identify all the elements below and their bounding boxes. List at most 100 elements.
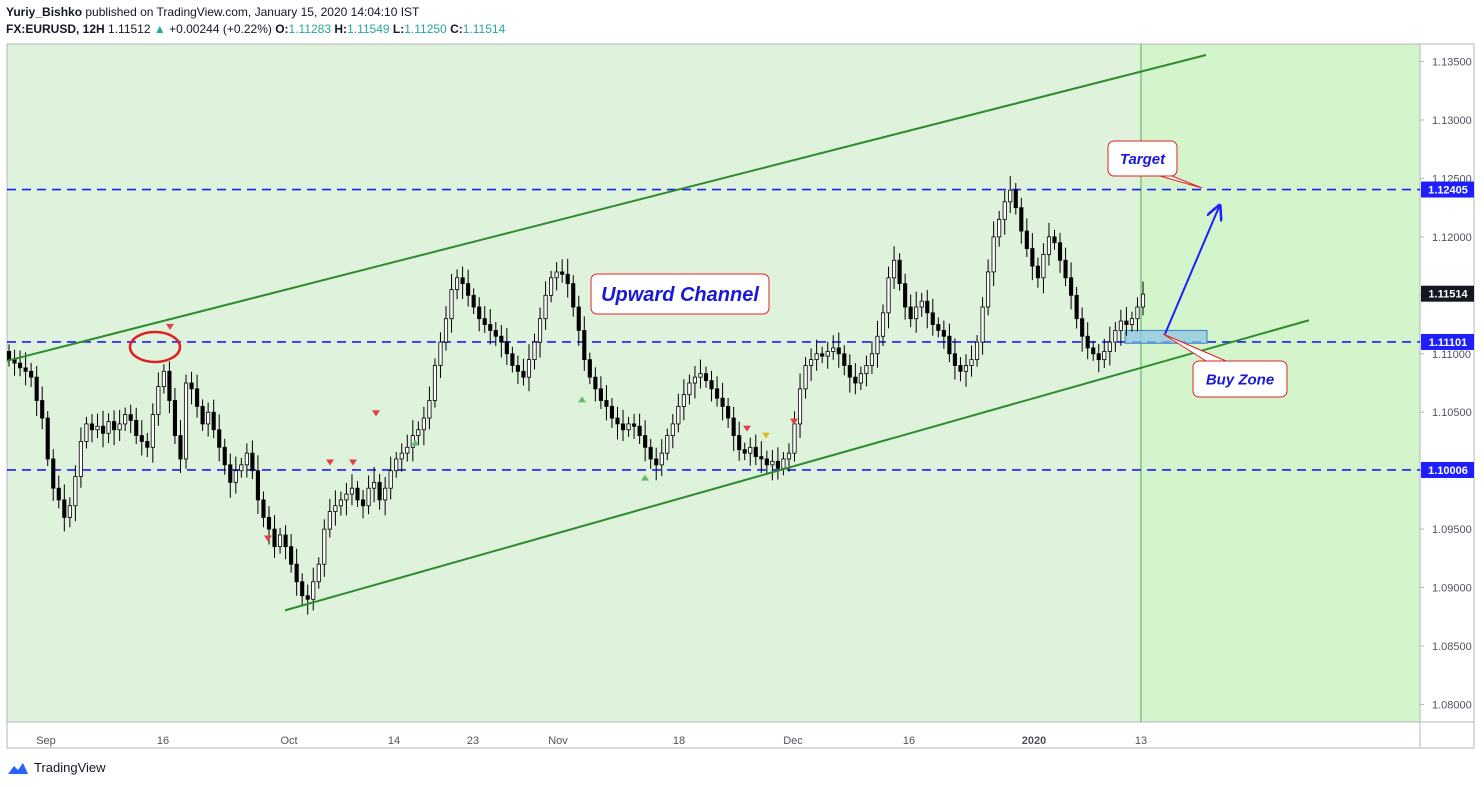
candle[interactable] — [825, 341, 830, 369]
candle[interactable] — [416, 421, 421, 446]
candle[interactable] — [980, 297, 985, 355]
candle[interactable] — [974, 335, 980, 367]
candle[interactable] — [560, 259, 565, 283]
candle[interactable] — [504, 328, 509, 365]
candle[interactable] — [853, 363, 858, 395]
candle[interactable] — [471, 288, 476, 315]
candle[interactable] — [875, 320, 880, 368]
candle[interactable] — [95, 413, 100, 439]
candle[interactable] — [244, 443, 249, 478]
candle[interactable] — [1113, 321, 1118, 352]
candle[interactable] — [919, 292, 924, 317]
candle[interactable] — [587, 352, 592, 385]
candle[interactable] — [233, 456, 238, 494]
candle[interactable] — [1057, 232, 1063, 273]
candle[interactable] — [150, 403, 155, 463]
candle[interactable] — [880, 304, 886, 347]
level-price-badge-1[interactable]: 1.11101 — [1421, 333, 1474, 350]
candle[interactable] — [731, 406, 736, 452]
candle[interactable] — [272, 515, 277, 558]
candle[interactable] — [78, 427, 83, 488]
candle[interactable] — [609, 397, 615, 428]
candle[interactable] — [139, 420, 144, 456]
candle[interactable] — [714, 376, 720, 407]
candle[interactable] — [300, 573, 305, 606]
candle[interactable] — [565, 258, 570, 298]
candle[interactable] — [1118, 309, 1123, 346]
candle[interactable] — [936, 317, 941, 338]
candle[interactable] — [206, 402, 211, 437]
candle[interactable] — [388, 456, 393, 500]
candle[interactable] — [537, 307, 543, 358]
buy-zone-label[interactable]: Buy Zone — [1162, 333, 1288, 398]
candle[interactable] — [554, 262, 559, 291]
candle[interactable] — [836, 332, 841, 368]
candle[interactable] — [62, 484, 67, 532]
candle[interactable] — [803, 357, 808, 399]
candle[interactable] — [493, 321, 498, 347]
candle[interactable] — [499, 325, 504, 358]
candle[interactable] — [189, 371, 194, 405]
candle[interactable] — [510, 346, 515, 373]
candle[interactable] — [322, 519, 327, 577]
candle[interactable] — [1063, 247, 1068, 287]
candle[interactable] — [687, 374, 692, 405]
candle[interactable] — [45, 411, 50, 466]
candle[interactable] — [526, 344, 532, 392]
candle[interactable] — [117, 409, 122, 441]
candle[interactable] — [432, 358, 438, 408]
candle[interactable] — [455, 269, 460, 300]
candle[interactable] — [338, 491, 343, 516]
candle[interactable] — [1102, 338, 1107, 369]
candle[interactable] — [925, 289, 930, 329]
candle[interactable] — [89, 414, 95, 443]
target-label[interactable]: Target — [1107, 140, 1203, 189]
candle[interactable] — [930, 298, 935, 336]
candle[interactable] — [952, 338, 957, 380]
candle[interactable] — [73, 465, 78, 522]
candle[interactable] — [643, 420, 648, 462]
candle[interactable] — [582, 316, 587, 371]
candle[interactable] — [261, 491, 266, 528]
candle[interactable] — [217, 414, 222, 462]
candle[interactable] — [18, 350, 23, 377]
candle[interactable] — [809, 348, 814, 381]
candle[interactable] — [681, 379, 686, 421]
candle[interactable] — [316, 557, 321, 589]
candle[interactable] — [598, 376, 603, 409]
candle[interactable] — [421, 406, 426, 446]
candle[interactable] — [903, 273, 908, 320]
candle[interactable] — [847, 354, 852, 393]
candle[interactable] — [477, 297, 482, 332]
candle[interactable] — [521, 358, 526, 386]
candle[interactable] — [1124, 307, 1129, 336]
candle[interactable] — [615, 406, 620, 440]
candle[interactable] — [831, 335, 836, 360]
level-price-badge-2[interactable]: 1.10006 — [1421, 461, 1474, 478]
candle[interactable] — [56, 475, 61, 509]
candle[interactable] — [532, 333, 537, 370]
candle[interactable] — [1030, 233, 1035, 281]
candle[interactable] — [1008, 176, 1013, 214]
candle[interactable] — [283, 525, 288, 560]
candle[interactable] — [349, 474, 355, 506]
candle[interactable] — [128, 404, 133, 434]
candle[interactable] — [858, 366, 863, 391]
candle[interactable] — [648, 438, 653, 469]
candle[interactable] — [720, 382, 725, 421]
candle[interactable] — [255, 455, 260, 514]
candle[interactable] — [405, 434, 410, 462]
author-name[interactable]: Yuriy_Bishko — [6, 5, 83, 19]
candle[interactable] — [449, 274, 454, 333]
candle[interactable] — [360, 490, 366, 519]
candle[interactable] — [1024, 218, 1029, 257]
candle[interactable] — [1046, 222, 1052, 266]
candle[interactable] — [676, 393, 681, 433]
candle[interactable] — [991, 221, 996, 286]
candle[interactable] — [814, 339, 819, 371]
candle[interactable] — [211, 399, 216, 439]
candle[interactable] — [178, 420, 183, 474]
candle[interactable] — [947, 323, 952, 363]
candle[interactable] — [427, 386, 432, 430]
candle[interactable] — [703, 366, 709, 388]
